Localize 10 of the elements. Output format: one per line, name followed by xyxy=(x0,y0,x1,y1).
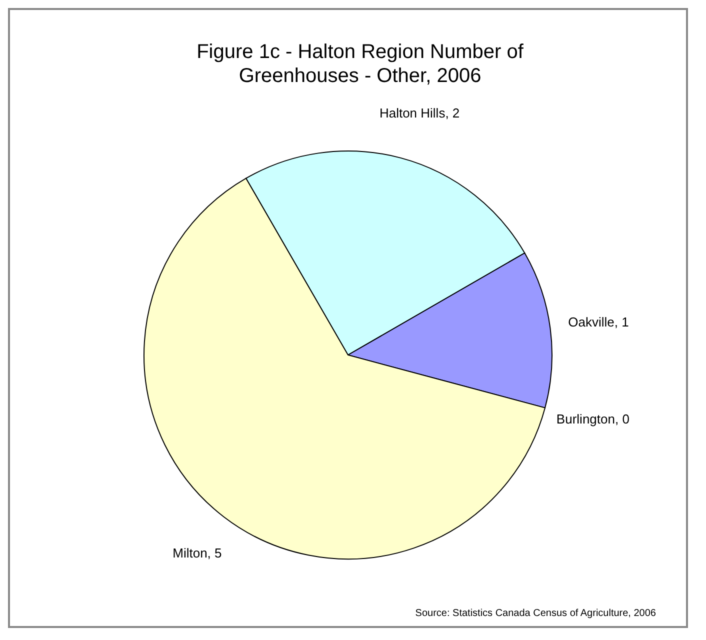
slice-label: Milton xyxy=(172,545,208,560)
data-label: , 5 xyxy=(207,545,222,560)
chart-title: Figure 1c - Halton Region Number of Greenhouses - Other, 2006 xyxy=(196,40,524,88)
slice-label: Oakville xyxy=(568,314,614,330)
category-label: Burlington xyxy=(556,412,615,427)
data-label: , 1 xyxy=(614,314,629,330)
data-label: , 2 xyxy=(445,106,460,121)
source-note: Source: Statistics Canada Census of Agriculture, 2006 xyxy=(415,608,656,619)
text: , 0 xyxy=(614,412,630,427)
slice-label: Halton Hills xyxy=(379,106,446,121)
